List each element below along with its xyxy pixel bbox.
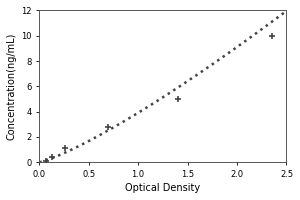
Y-axis label: Concentration(ng/mL): Concentration(ng/mL) xyxy=(7,33,17,140)
X-axis label: Optical Density: Optical Density xyxy=(125,183,200,193)
